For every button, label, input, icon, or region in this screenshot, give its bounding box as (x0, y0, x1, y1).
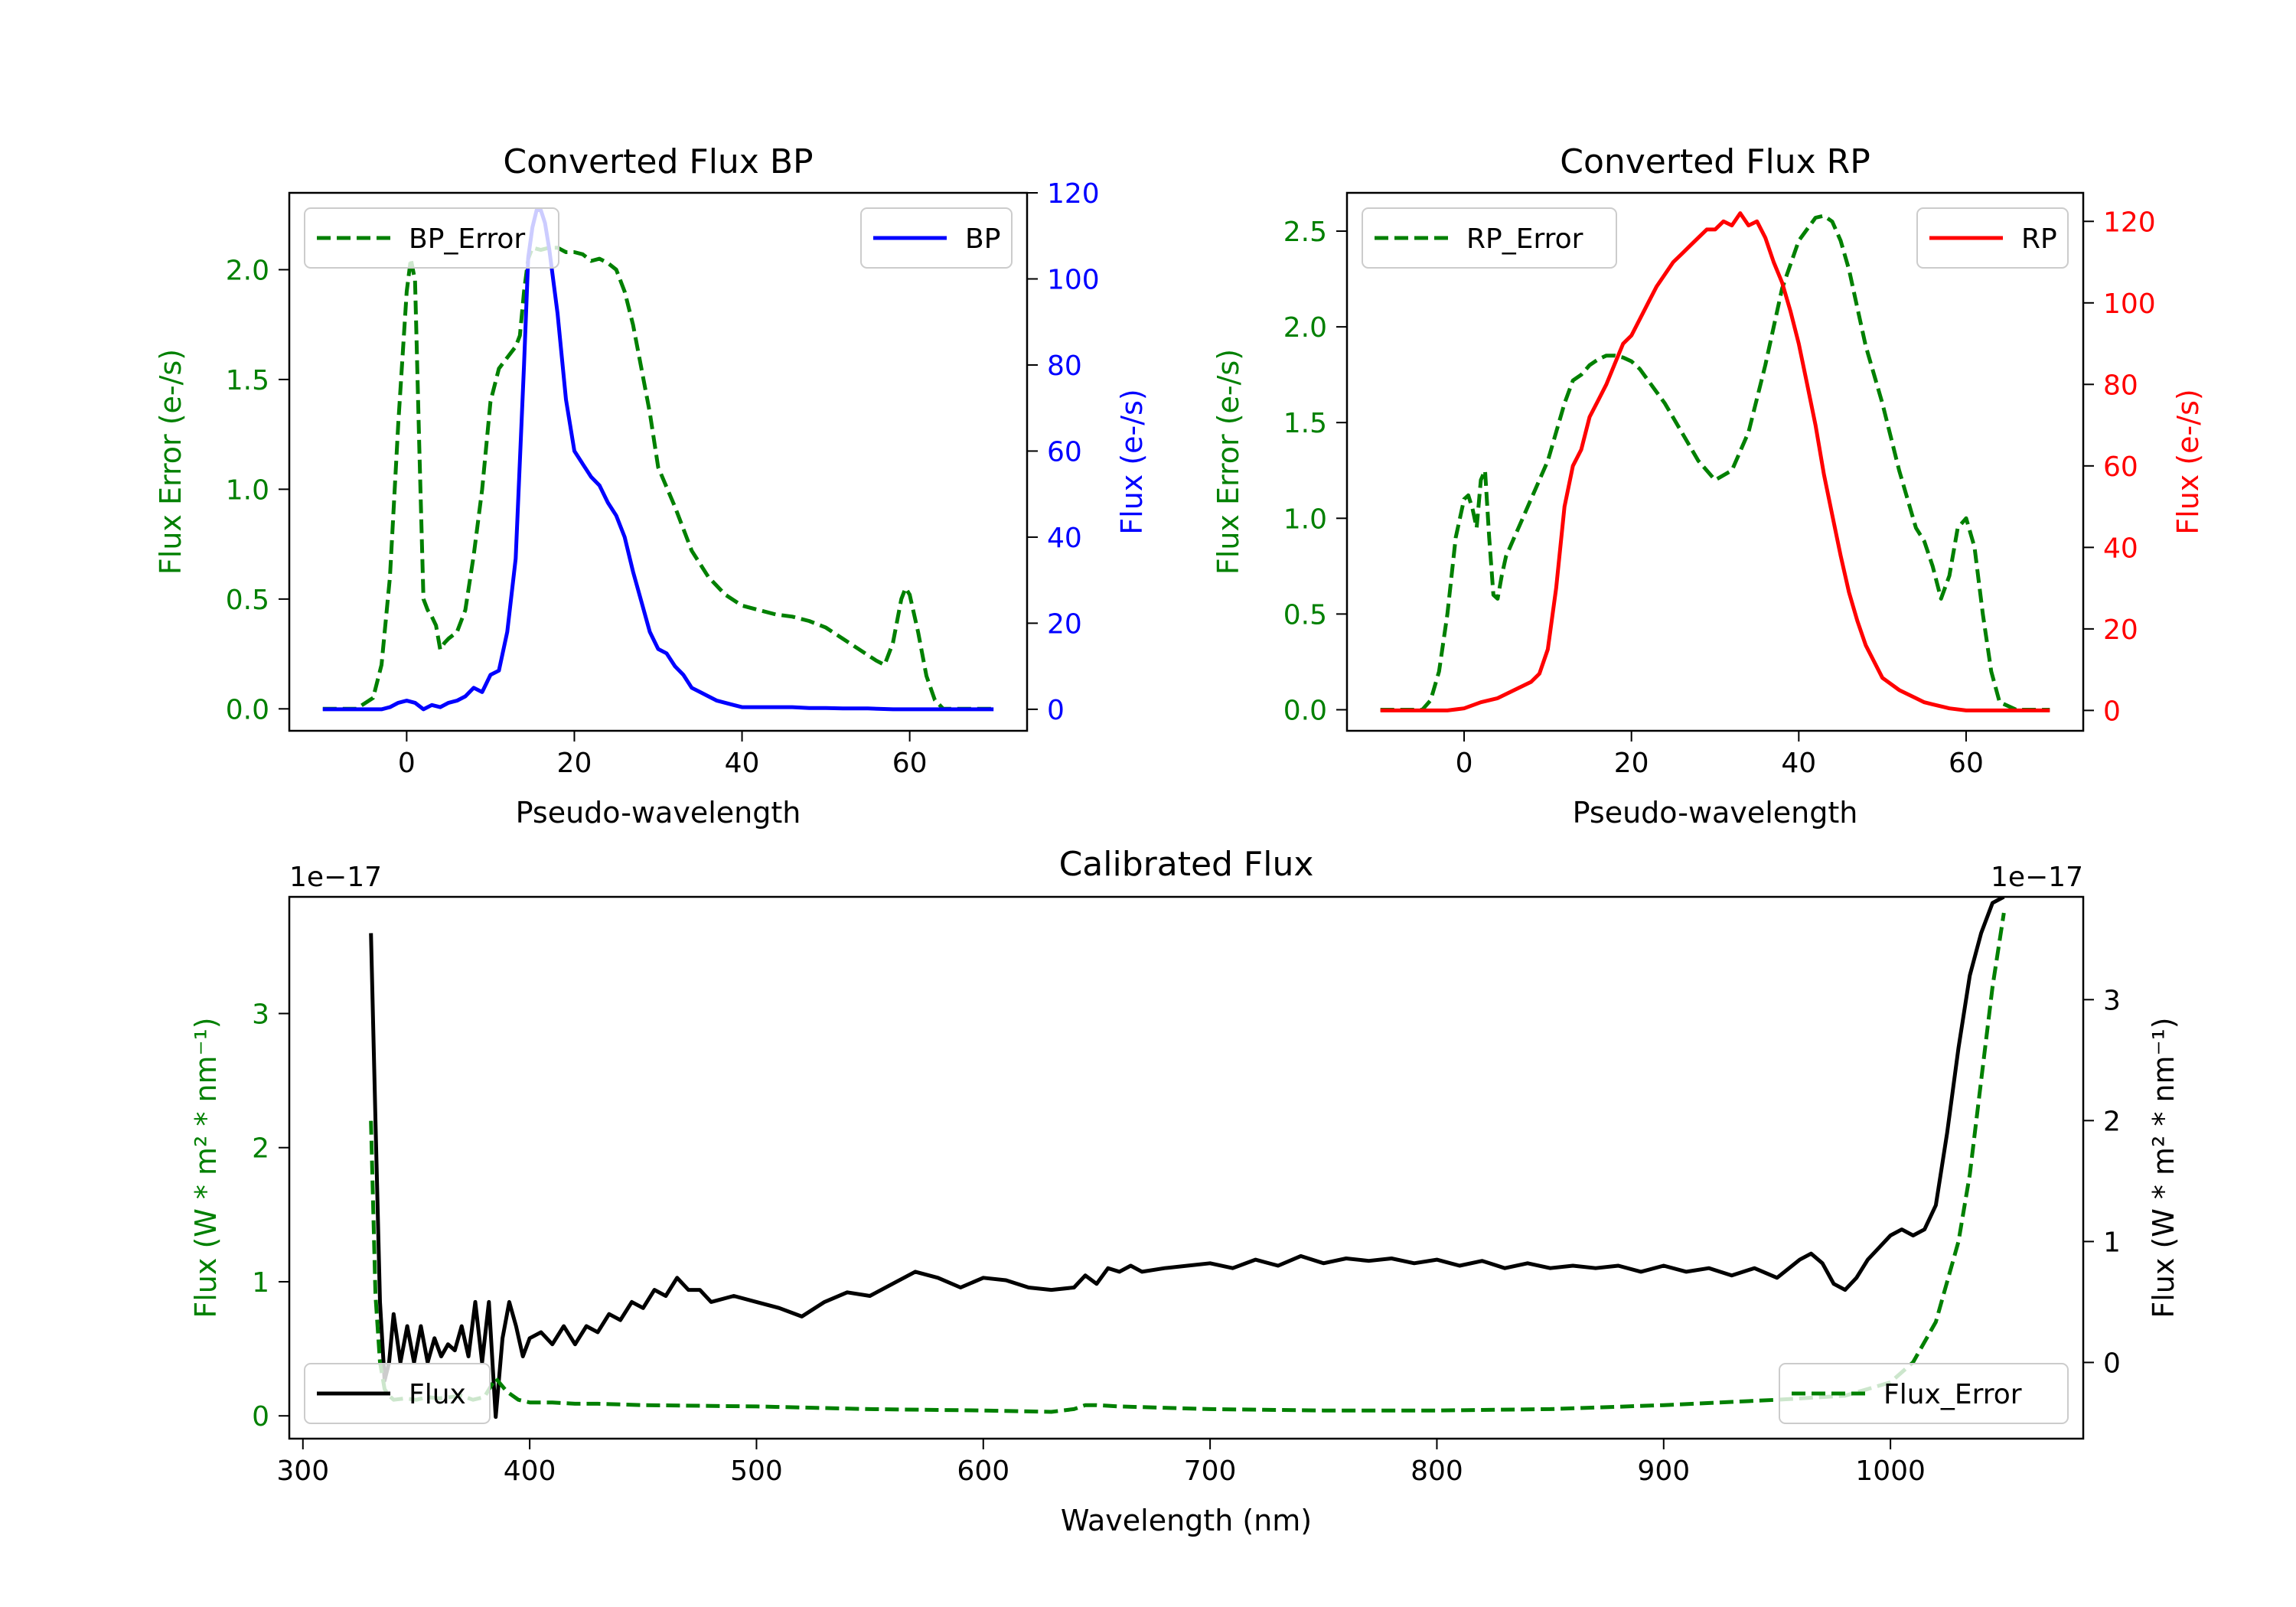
x-tick-label: 900 (1637, 1455, 1690, 1487)
y-tick-label-left: 1.0 (1283, 504, 1327, 535)
legend-flux: Flux (304, 1363, 491, 1424)
legend-box (304, 207, 559, 269)
plot-frame (1345, 191, 2085, 732)
y-axis-label-right: Flux (e-/s) (1115, 389, 1149, 534)
x-tick-label: 500 (730, 1455, 783, 1487)
offset-text-right: 1e−17 (1991, 862, 2083, 893)
plot-frame (288, 191, 1029, 732)
x-tick-label: 800 (1411, 1455, 1463, 1487)
chart-title: Converted Flux RP (1560, 142, 1870, 181)
y-tick-label-right: 20 (2103, 614, 2138, 646)
series-line-flux (369, 897, 2005, 1420)
y-tick-label-left: 0.5 (1283, 599, 1327, 631)
legend-rp-error: RP_Error (1362, 207, 1617, 269)
y-tick-label-left: 2.0 (1283, 312, 1327, 344)
y-tick-label-right: 40 (1047, 523, 1082, 554)
y-tick-label-right: 80 (2103, 370, 2138, 401)
x-tick-label: 700 (1184, 1455, 1237, 1487)
y-tick-label-left: 0 (252, 1401, 269, 1433)
y-tick-label-left: 1.5 (226, 365, 269, 396)
x-tick-label: 20 (1614, 748, 1649, 779)
y-tick-label-right: 1 (2103, 1227, 2121, 1258)
y-tick-label-right: 0 (1047, 695, 1065, 726)
y-tick-label-right: 40 (2103, 533, 2138, 564)
y-tick-label-right: 60 (1047, 436, 1082, 468)
chart-bp: Converted Flux BP 0 20 40 60 Pseudo-wavelengt… (154, 142, 1149, 830)
legend-label: RP (2021, 223, 2057, 255)
series-line-rp (1380, 211, 2050, 712)
y-tick-label-left: 0.0 (226, 694, 269, 725)
x-axis-label: Wavelength (nm) (1061, 1504, 1312, 1537)
y-axis-label-left: Flux Error (e-/s) (1212, 349, 1245, 575)
y-axis-label-left: Flux Error (e-/s) (154, 349, 188, 575)
x-tick-label: 600 (957, 1455, 1009, 1487)
x-tick-label: 0 (398, 748, 416, 779)
x-tick-label: 60 (1949, 748, 1984, 779)
y-tick-label-left: 2.0 (226, 255, 269, 286)
legend-label: BP_Error (409, 223, 525, 255)
y-tick-label-left: 1.5 (1283, 408, 1327, 439)
legend-bp: BP (860, 207, 1013, 269)
y-tick-label-left: 2 (252, 1133, 269, 1165)
legend-label: RP_Error (1466, 223, 1583, 255)
x-tick-label: 60 (892, 748, 928, 779)
y-axis-label-left: Flux (W * m² * nm⁻¹) (189, 1017, 223, 1318)
x-tick-label: 400 (504, 1455, 556, 1487)
y-tick-label-right: 80 (1047, 350, 1082, 382)
y-tick-label-left: 1 (252, 1267, 269, 1299)
series-line-bp-error (322, 246, 994, 711)
legend-bp-error: BP_Error (304, 207, 559, 269)
y-tick-label-left: 3 (252, 999, 269, 1030)
y-tick-label-right: 120 (1047, 178, 1100, 210)
y-tick-label-right: 3 (2103, 985, 2121, 1016)
y-tick-label-right: 0 (2103, 1348, 2121, 1379)
x-tick-label: 20 (557, 748, 592, 779)
y-tick-label-right: 60 (2103, 451, 2138, 483)
chart-title: Converted Flux BP (503, 142, 813, 181)
x-tick-label: 1000 (1855, 1455, 1926, 1487)
legend-box (1362, 207, 1617, 269)
y-tick-label-left: 1.0 (226, 474, 269, 506)
y-tick-label-right: 0 (2103, 696, 2121, 727)
y-axis-label-right: Flux (W * m² * nm⁻¹) (2147, 1017, 2180, 1318)
series-line-rp-error (1380, 214, 2050, 712)
offset-text-left: 1e−17 (289, 862, 382, 893)
y-tick-label-left: 0.5 (226, 585, 269, 616)
legend-box (304, 1363, 491, 1424)
chart-rp: Converted Flux RP 0 20 40 60 Pseudo-wavelengt… (1212, 142, 2205, 830)
x-tick-label: 40 (1781, 748, 1816, 779)
legend-label: Flux_Error (1883, 1379, 2022, 1410)
y-tick-label-right: 100 (1047, 264, 1100, 295)
legend-label: BP (965, 223, 1000, 255)
y-axis-label-right: Flux (e-/s) (2171, 389, 2205, 534)
y-tick-label-left: 0.0 (1283, 695, 1327, 726)
x-tick-label: 0 (1456, 748, 1473, 779)
y-tick-label-right: 120 (2103, 207, 2156, 238)
x-tick-label: 40 (725, 748, 760, 779)
y-tick-label-right: 100 (2103, 288, 2156, 320)
series-line-bp (322, 208, 994, 712)
legend-label: Flux (409, 1379, 466, 1410)
y-tick-label-right: 20 (1047, 608, 1082, 640)
legend-rp: RP (1916, 207, 2069, 269)
plot-frame (288, 895, 2085, 1440)
legend-box (1779, 1363, 2069, 1424)
y-tick-label-right: 2 (2103, 1106, 2121, 1137)
x-axis-label: Pseudo-wavelength (1573, 796, 1858, 830)
chart-title: Calibrated Flux (1059, 845, 1314, 884)
x-axis-label: Pseudo-wavelength (516, 796, 801, 830)
x-tick-label: 300 (276, 1455, 329, 1487)
legend-flux-error: Flux_Error (1779, 1363, 2069, 1424)
y-tick-label-left: 2.5 (1283, 217, 1327, 248)
